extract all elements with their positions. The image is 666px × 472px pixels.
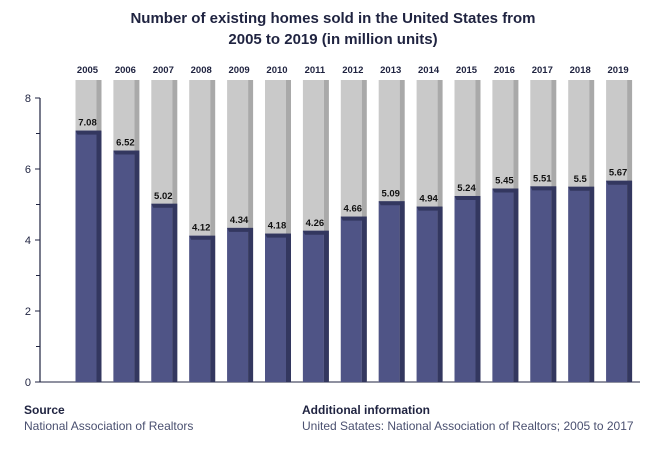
bar-2013 bbox=[378, 201, 400, 382]
bar-2012 bbox=[340, 216, 362, 382]
bar-top-2006 bbox=[113, 150, 140, 155]
x-tick-label-2009: 2009 bbox=[229, 65, 250, 76]
bar-2008 bbox=[189, 235, 211, 382]
data-label-2012: 4.66 bbox=[344, 204, 363, 215]
chart-title-line-1: Number of existing homes sold in the Uni… bbox=[130, 10, 536, 27]
data-label-2015: 5.24 bbox=[457, 183, 476, 194]
x-tick-label-2007: 2007 bbox=[153, 65, 174, 76]
bar-side-2012 bbox=[361, 216, 367, 382]
data-label-2016: 5.45 bbox=[495, 176, 514, 187]
bar-side-2007 bbox=[172, 203, 178, 382]
data-label-2005: 7.08 bbox=[78, 118, 97, 129]
bar-top-2009 bbox=[227, 227, 254, 232]
bar-side-2006 bbox=[134, 150, 140, 382]
data-label-2010: 4.18 bbox=[268, 221, 287, 232]
bar-side-2017 bbox=[551, 186, 557, 382]
bar-side-2018 bbox=[589, 186, 595, 382]
data-label-2006: 6.52 bbox=[116, 138, 135, 149]
bar-top-2012 bbox=[340, 216, 367, 221]
additional-info-heading: Additional information bbox=[302, 403, 430, 417]
data-label-2011: 4.26 bbox=[306, 218, 325, 229]
x-tick-label-2016: 2016 bbox=[494, 65, 515, 76]
bar-2010 bbox=[265, 233, 286, 382]
additional-info-text: United Satates: National Association of … bbox=[302, 419, 634, 433]
x-tick-label-2010: 2010 bbox=[266, 65, 287, 76]
bar-top-2017 bbox=[530, 186, 557, 191]
bar-2014 bbox=[416, 206, 438, 382]
bar-top-2013 bbox=[378, 201, 405, 206]
bar-top-2007 bbox=[151, 203, 178, 208]
bar-top-2010 bbox=[265, 233, 291, 238]
bar-side-2005 bbox=[96, 130, 102, 382]
y-tick-label-8: 8 bbox=[25, 93, 31, 105]
bar-background-side-2010 bbox=[286, 80, 291, 382]
bar-2011 bbox=[302, 230, 324, 382]
chart-title: Number of existing homes sold in the Uni… bbox=[0, 8, 666, 50]
source-block: Source National Association of Realtors bbox=[24, 402, 193, 434]
data-label-2017: 5.51 bbox=[533, 173, 552, 184]
bar-top-2015 bbox=[454, 195, 481, 200]
bar-background-side-2008 bbox=[210, 80, 216, 382]
bar-side-2010 bbox=[286, 233, 291, 382]
bar-side-2013 bbox=[399, 201, 405, 382]
y-tick-label-0: 0 bbox=[25, 377, 31, 389]
data-label-2008: 4.12 bbox=[192, 223, 211, 234]
bar-side-2009 bbox=[248, 227, 254, 382]
bar-2017 bbox=[530, 186, 552, 382]
bar-top-2011 bbox=[302, 230, 329, 235]
data-label-2009: 4.34 bbox=[230, 215, 249, 226]
x-tick-label-2019: 2019 bbox=[608, 65, 629, 76]
y-tick-label-4: 4 bbox=[25, 235, 31, 247]
data-label-2014: 4.94 bbox=[419, 194, 438, 205]
x-tick-label-2005: 2005 bbox=[77, 65, 99, 76]
additional-info-block: Additional information United Satates: N… bbox=[302, 402, 634, 434]
bar-side-2019 bbox=[627, 180, 633, 382]
bar-side-2016 bbox=[513, 188, 519, 382]
bar-2005 bbox=[75, 130, 97, 382]
bar-2009 bbox=[227, 227, 249, 382]
bar-top-2016 bbox=[492, 188, 519, 193]
x-tick-label-2017: 2017 bbox=[532, 65, 553, 76]
source-heading: Source bbox=[24, 403, 65, 417]
data-label-2018: 5.5 bbox=[574, 174, 588, 185]
x-tick-label-2006: 2006 bbox=[115, 65, 136, 76]
bar-top-2019 bbox=[606, 180, 633, 185]
y-tick-label-2: 2 bbox=[25, 306, 31, 318]
x-tick-label-2014: 2014 bbox=[418, 65, 440, 76]
bar-top-2005 bbox=[75, 130, 102, 135]
x-tick-label-2018: 2018 bbox=[570, 65, 591, 76]
bar-top-2018 bbox=[568, 186, 595, 191]
x-tick-label-2013: 2013 bbox=[380, 65, 401, 76]
x-tick-label-2015: 2015 bbox=[456, 65, 478, 76]
bar-top-2014 bbox=[416, 206, 443, 211]
data-label-2013: 5.09 bbox=[381, 188, 400, 199]
data-label-2007: 5.02 bbox=[154, 191, 173, 202]
source-text: National Association of Realtors bbox=[24, 419, 194, 433]
bar-2018 bbox=[568, 186, 590, 382]
chart-title-line-2: 2005 to 2019 (in million units) bbox=[228, 31, 438, 48]
bar-2007 bbox=[151, 203, 173, 382]
bar-chart: 0 2 4 6 8 7.08 2005 6.52 2006 5.02 2007 4.12 2008 4.3… bbox=[25, 65, 640, 389]
bar-side-2014 bbox=[437, 206, 443, 382]
bar-2015 bbox=[454, 195, 476, 382]
x-tick-label-2008: 2008 bbox=[191, 65, 212, 76]
y-tick-label-6: 6 bbox=[25, 164, 31, 176]
x-tick-label-2012: 2012 bbox=[342, 65, 363, 76]
bar-side-2008 bbox=[210, 235, 216, 382]
bar-side-2011 bbox=[323, 230, 329, 382]
bar-2019 bbox=[606, 180, 628, 382]
data-label-2019: 5.67 bbox=[609, 168, 628, 179]
x-tick-label-2011: 2011 bbox=[305, 65, 326, 76]
bar-2016 bbox=[492, 188, 514, 382]
bar-side-2015 bbox=[475, 195, 481, 382]
bar-2006 bbox=[113, 150, 135, 382]
bar-top-2008 bbox=[189, 235, 216, 240]
